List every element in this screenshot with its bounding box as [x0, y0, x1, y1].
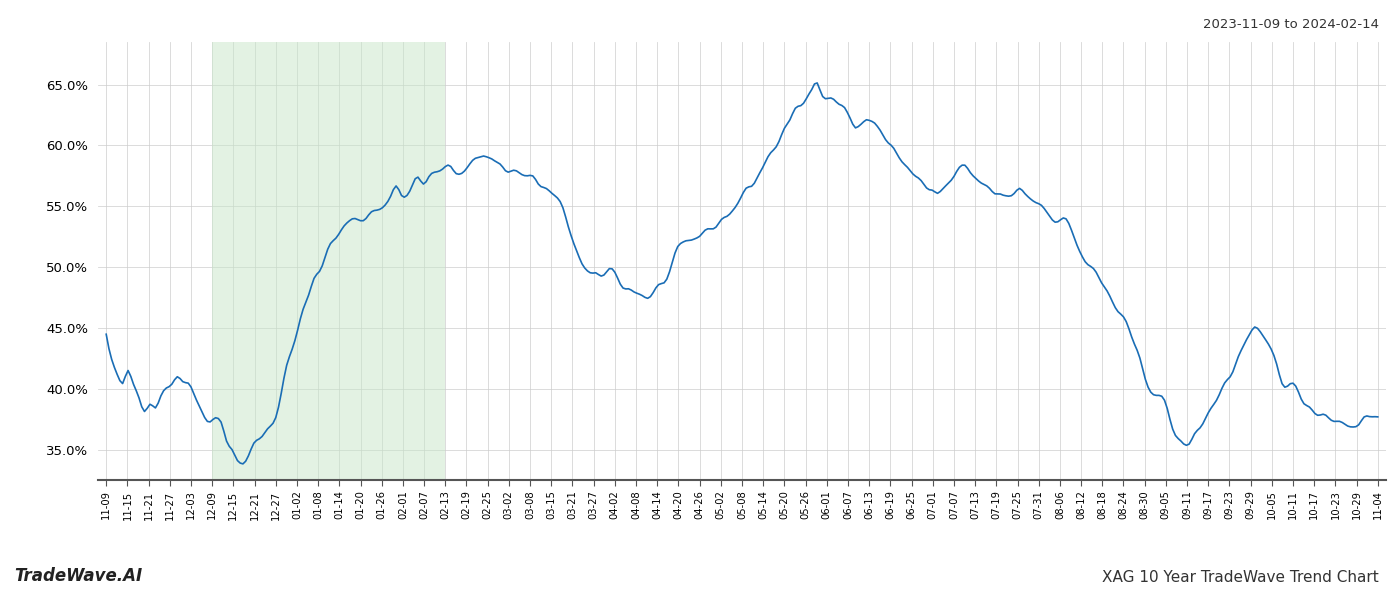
Bar: [213, 42, 445, 480]
Text: XAG 10 Year TradeWave Trend Chart: XAG 10 Year TradeWave Trend Chart: [1102, 570, 1379, 585]
Text: TradeWave.AI: TradeWave.AI: [14, 567, 143, 585]
Text: 2023-11-09 to 2024-02-14: 2023-11-09 to 2024-02-14: [1203, 18, 1379, 31]
